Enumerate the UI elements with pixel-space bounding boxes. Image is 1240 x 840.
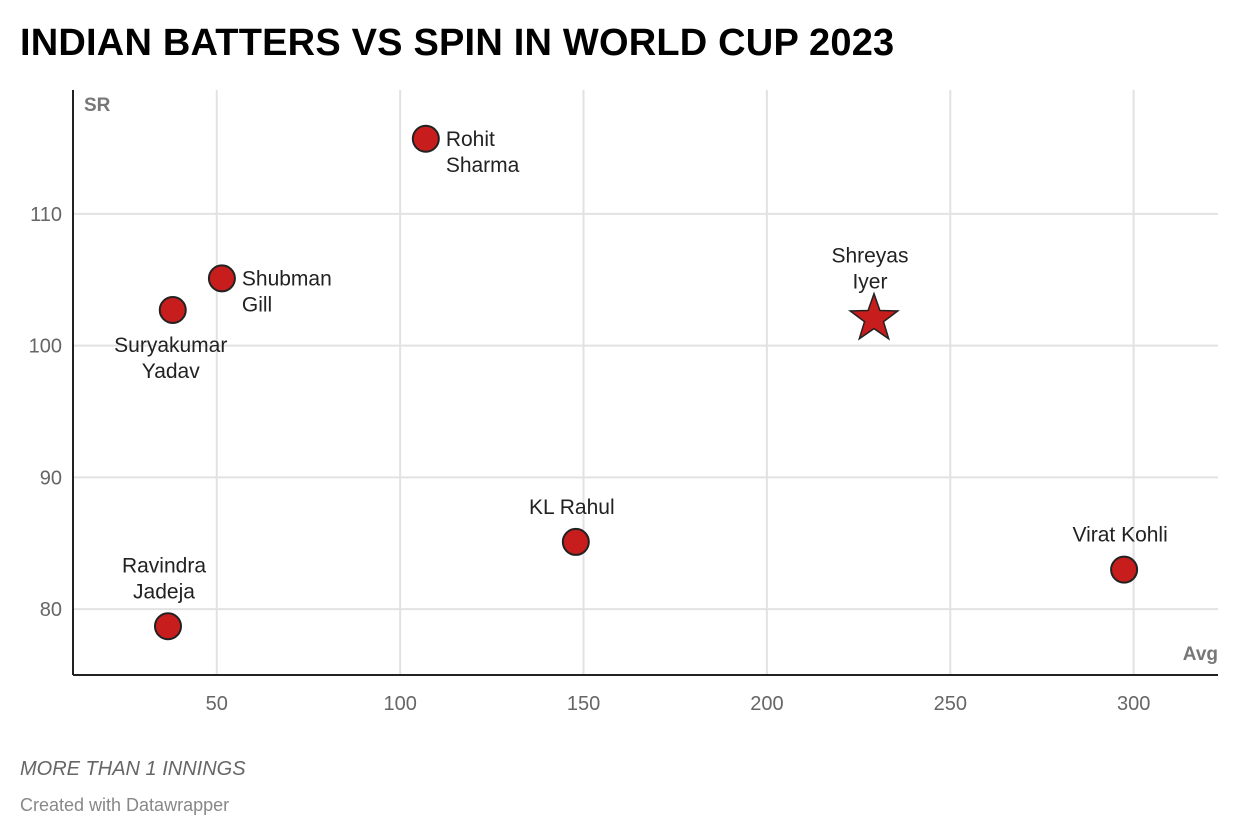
- chart-note: MORE THAN 1 INNINGS: [20, 758, 246, 780]
- point-label-line: Virat Kohli: [1072, 524, 1167, 547]
- point-label: Rohit Sharma: [446, 128, 520, 177]
- point-label: Ravindra Jadeja: [122, 554, 206, 603]
- circle-marker: [1110, 555, 1139, 584]
- y-axis-label: SR: [84, 95, 111, 116]
- x-tick-label: 250: [934, 693, 967, 715]
- point-label: Suryakumar Yadav: [114, 334, 227, 383]
- data-point: Ravindra Jadeja: [122, 554, 206, 641]
- data-point: Suryakumar Yadav: [114, 296, 227, 383]
- point-label: Shubman Gill: [242, 267, 332, 316]
- x-tick-label: 100: [383, 693, 416, 715]
- y-tick-label: 100: [29, 336, 62, 358]
- point-label-line: KL Rahul: [529, 496, 615, 519]
- data-point: Shreyas Iyer: [831, 245, 909, 341]
- circle-marker: [411, 124, 440, 153]
- point-label-line: Iyer: [852, 271, 887, 294]
- circle-marker: [158, 296, 187, 325]
- circle-marker: [561, 527, 590, 556]
- y-tick-label: 80: [40, 599, 62, 621]
- x-tick-label: 200: [750, 693, 783, 715]
- point-label-line: Jadeja: [133, 580, 195, 603]
- circle-marker: [207, 264, 236, 293]
- scatter-chart: 50 100 150 200 250 300 80 90 100 110 SR Avg Rohit Sha…: [29, 90, 1218, 715]
- point-label: Virat Kohli: [1072, 524, 1167, 547]
- data-point: KL Rahul: [529, 496, 615, 556]
- point-label-line: Yadav: [142, 360, 200, 383]
- circle-marker: [153, 612, 182, 641]
- point-label-line: Gill: [242, 293, 272, 316]
- point-label: Shreyas Iyer: [831, 245, 908, 294]
- y-tick-label: 110: [30, 204, 62, 226]
- point-label-line: Ravindra: [122, 554, 206, 577]
- y-tick-label: 90: [40, 467, 62, 489]
- point-label: KL Rahul: [529, 496, 615, 519]
- point-label-line: Sharma: [446, 154, 520, 177]
- x-tick-label: 150: [567, 693, 600, 715]
- point-label-line: Shubman: [242, 267, 332, 290]
- point-label-line: Shreyas: [831, 245, 908, 268]
- data-point: Virat Kohli: [1072, 524, 1168, 584]
- credit-link[interactable]: Created with Datawrapper: [20, 795, 230, 815]
- x-tick-label: 50: [206, 693, 228, 715]
- x-axis-label: Avg: [1183, 644, 1218, 665]
- point-label-line: Suryakumar: [114, 334, 227, 357]
- star-marker: [848, 291, 900, 341]
- data-point: Rohit Sharma: [411, 124, 520, 177]
- x-tick-label: 300: [1117, 693, 1150, 715]
- chart-title: INDIAN BATTERS VS SPIN IN WORLD CUP 2023: [20, 22, 895, 64]
- data-point: Shubman Gill: [207, 264, 332, 316]
- point-label-line: Rohit: [446, 128, 495, 151]
